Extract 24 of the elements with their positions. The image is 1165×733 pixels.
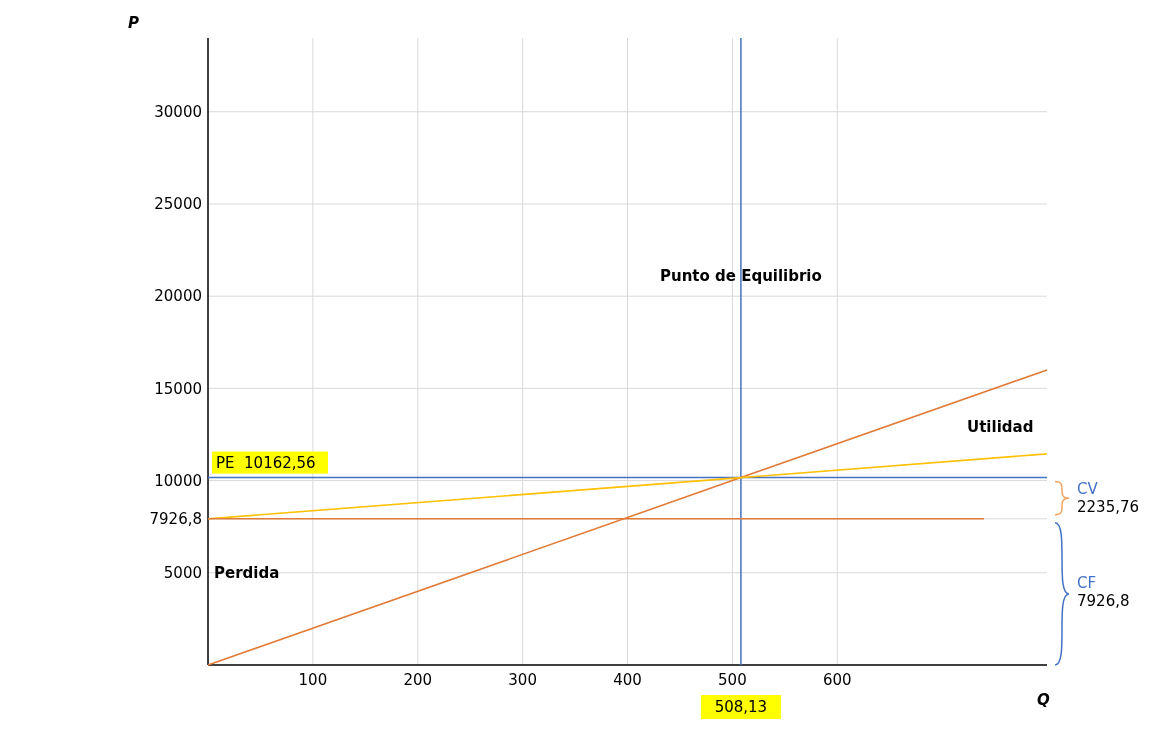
text: 7926,8 [1077, 591, 1130, 610]
text: CV [1077, 480, 1099, 499]
annotation: Utilidad [967, 417, 1034, 436]
y-tick-label: 7926,8 [149, 510, 202, 529]
text: CF [1077, 573, 1097, 592]
y-tick-label: 5000 [163, 564, 202, 583]
x-axis-title: Q [1037, 691, 1050, 709]
ref-line-label: 508,13 [714, 698, 768, 716]
x-tick-label: 100 [298, 671, 328, 689]
y-tick-label: 30000 [154, 103, 202, 122]
x-tick-label: 500 [718, 671, 747, 689]
x-tick-label: 400 [613, 671, 642, 689]
text: 2235,76 [1077, 498, 1140, 517]
y-tick-label: 25000 [154, 195, 202, 214]
ref-line-label: PE 10162,56 [216, 453, 316, 472]
annotation: Punto de Equilibrio [659, 267, 822, 286]
y-axis-title: P [128, 14, 139, 32]
x-tick-label: 300 [508, 671, 537, 689]
x-tick-label: 600 [822, 671, 852, 689]
x-tick-label: 200 [403, 671, 433, 689]
y-tick-label: 20000 [154, 287, 202, 306]
y-tick-label: 10000 [154, 471, 202, 490]
y-tick-label: 15000 [154, 379, 202, 398]
annotation: Perdida [214, 563, 280, 582]
